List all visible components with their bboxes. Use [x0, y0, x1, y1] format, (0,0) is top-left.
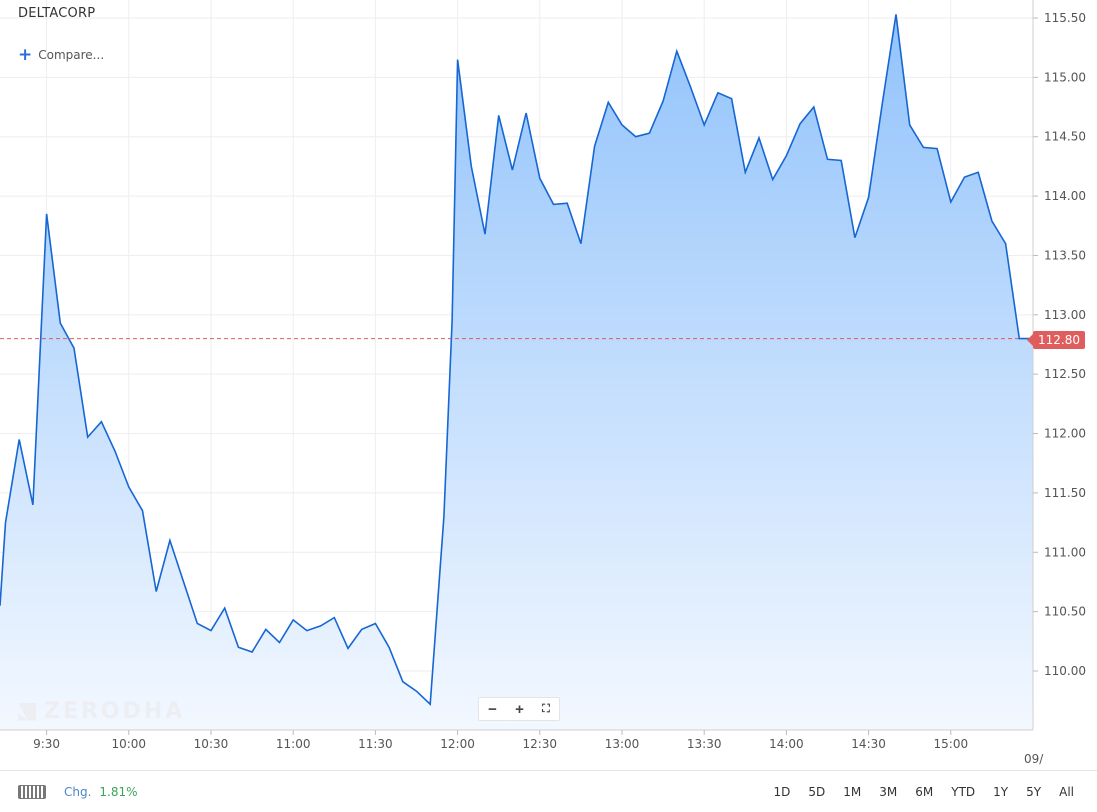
- range-3m[interactable]: 3M: [879, 784, 898, 799]
- chart-footer: Chg. 1.81% 1D 5D 1M 3M 6M YTD 1Y 5Y All: [0, 770, 1097, 812]
- x-tick-label: 09/: [1024, 752, 1044, 766]
- zoom-controls: − + ⛶: [478, 697, 560, 721]
- range-6m[interactable]: 6M: [915, 784, 934, 799]
- range-ytd[interactable]: YTD: [951, 784, 976, 799]
- zerodha-watermark: ZERODHA: [18, 699, 185, 724]
- y-tick-label: 113.50: [1044, 248, 1086, 262]
- current-price-badge: 112.80: [1027, 331, 1085, 349]
- axes: [0, 0, 1034, 731]
- chart-area[interactable]: 115.50 115.00 114.50 114.00 113.50 113.00 112.…: [0, 0, 1097, 770]
- y-tick-label: 114.50: [1044, 130, 1086, 144]
- y-tick-label: 113.00: [1044, 308, 1086, 322]
- y-tick-label: 111.50: [1044, 486, 1086, 500]
- keyboard-icon[interactable]: [18, 784, 46, 799]
- symbol-title: DELTACORP: [18, 6, 96, 21]
- y-tick-label: 111.00: [1044, 545, 1086, 559]
- change-label: Chg.: [64, 784, 92, 799]
- zoom-in-button[interactable]: +: [515, 700, 524, 718]
- change-value: 1.81%: [99, 784, 138, 799]
- zerodha-logo-icon: [18, 702, 36, 721]
- range-5y[interactable]: 5Y: [1026, 784, 1042, 799]
- range-1y[interactable]: 1Y: [993, 784, 1009, 799]
- y-tick-label: 115.50: [1044, 11, 1086, 25]
- x-tick-label: 13:00: [605, 737, 640, 751]
- x-tick-label: 10:00: [111, 737, 146, 751]
- compare-label: Compare...: [38, 48, 105, 62]
- range-selector: 1D 5D 1M 3M 6M YTD 1Y 5Y All: [765, 785, 1083, 799]
- x-tick-label: 12:00: [440, 737, 475, 751]
- range-5d[interactable]: 5D: [808, 784, 826, 799]
- x-tick-label: 10:30: [194, 737, 229, 751]
- fullscreen-icon[interactable]: ⛶: [542, 702, 550, 715]
- x-tick-label: 14:00: [769, 737, 804, 751]
- x-tick-label: 11:00: [276, 737, 311, 751]
- x-tick-label: 14:30: [851, 737, 886, 751]
- zoom-out-button[interactable]: −: [488, 700, 497, 718]
- x-tick-label: 15:00: [934, 737, 969, 751]
- range-1m[interactable]: 1M: [843, 784, 862, 799]
- y-axis-ticks: 115.50 115.00 114.50 114.00 113.50 113.00 112.…: [1033, 11, 1086, 678]
- x-tick-label: 12:30: [522, 737, 557, 751]
- x-tick-label: 13:30: [687, 737, 722, 751]
- y-tick-label: 115.00: [1044, 70, 1086, 84]
- compare-button[interactable]: + Compare...: [18, 45, 105, 65]
- range-1d[interactable]: 1D: [773, 784, 791, 799]
- x-tick-label: 11:30: [358, 737, 393, 751]
- price-area-fill: [0, 14, 1033, 730]
- y-tick-label: 112.00: [1044, 427, 1086, 441]
- range-all[interactable]: All: [1059, 784, 1074, 799]
- y-tick-label: 114.00: [1044, 189, 1086, 203]
- watermark-text: ZERODHA: [44, 699, 186, 724]
- y-tick-label: 112.50: [1044, 367, 1086, 381]
- price-line-series: [0, 14, 1033, 706]
- plus-icon: +: [18, 45, 33, 65]
- x-axis-ticks: 9:30 10:00 10:30 11:00 11:30 12:00 12:30 13:00 1…: [33, 730, 1044, 766]
- x-tick-label: 9:30: [33, 737, 60, 751]
- price-chart[interactable]: 115.50 115.00 114.50 114.00 113.50 113.00 112.…: [0, 0, 1097, 770]
- y-tick-label: 110.50: [1044, 605, 1086, 619]
- y-tick-label: 110.00: [1044, 664, 1086, 678]
